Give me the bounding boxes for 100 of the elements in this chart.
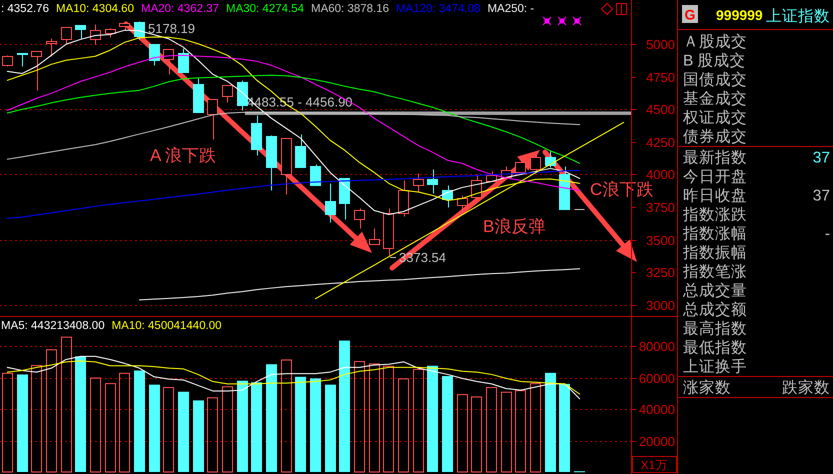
category-label: B 股成交	[683, 52, 746, 70]
y-tick-label: 5000	[646, 37, 675, 52]
bar	[149, 384, 160, 472]
candlestick	[559, 166, 570, 210]
bar	[413, 368, 424, 472]
annotation: A 浪下跌	[150, 146, 216, 165]
candlestick	[354, 208, 365, 229]
text: MA60: 3878.16	[311, 3, 390, 15]
candlestick	[90, 24, 101, 45]
candlestick	[2, 55, 13, 67]
y-tick-label: 3500	[646, 233, 675, 248]
candlestick	[545, 150, 556, 168]
bar	[90, 378, 101, 472]
candlestick	[325, 183, 336, 223]
candlestick	[339, 178, 350, 220]
bar	[427, 366, 438, 472]
bar	[134, 370, 145, 472]
bar	[2, 372, 13, 472]
candlestick	[266, 135, 277, 191]
annotation: 5178.19	[148, 21, 195, 36]
annotation: B浪反弹	[483, 217, 546, 236]
candlestick	[398, 180, 409, 217]
text: 37	[812, 188, 830, 204]
y-tick-label: 4750	[646, 70, 675, 85]
bar	[251, 382, 262, 472]
candlestick	[515, 160, 526, 175]
y-tick-label: 4500	[646, 102, 675, 117]
text: : 4352.76	[1, 3, 49, 15]
candlestick	[207, 99, 218, 140]
candlestick	[237, 80, 248, 111]
candlestick	[193, 78, 204, 113]
bar	[442, 376, 453, 472]
bar	[75, 356, 86, 472]
y-tick-label: 4250	[646, 135, 675, 150]
bar	[105, 383, 116, 472]
y-tick-label: 3250	[646, 265, 675, 280]
bar	[457, 394, 468, 472]
text: -	[824, 226, 830, 242]
text: MA20: 4362.37	[140, 3, 219, 15]
category-label: 涨家数	[683, 378, 731, 396]
y-tick-label: 20000	[638, 434, 675, 449]
bar	[530, 383, 541, 472]
category-label: 指数涨幅	[682, 224, 747, 242]
category-label: 债券成交	[683, 128, 747, 146]
text: 上证指数	[766, 7, 830, 25]
y-tick-label: 80000	[638, 339, 675, 354]
bar	[281, 359, 292, 472]
bar	[515, 390, 526, 472]
category-label: 指数涨跌	[682, 206, 747, 224]
bar	[17, 374, 28, 472]
candlestick	[17, 53, 28, 67]
candlestick	[149, 44, 160, 66]
category-label: 最低指数	[683, 338, 747, 356]
bar	[354, 361, 365, 472]
bar	[222, 386, 233, 472]
bar	[193, 400, 204, 472]
candlestick	[281, 138, 292, 195]
bar	[398, 378, 409, 472]
category-label: 总成交量	[682, 282, 747, 300]
category-label: 昨日收盘	[683, 188, 747, 204]
candlestick	[413, 173, 424, 193]
candlestick	[310, 164, 321, 186]
bar	[295, 376, 306, 472]
bar	[310, 378, 321, 472]
bar	[119, 372, 130, 472]
candlestick	[75, 25, 86, 40]
text: MA30: 4274.54	[226, 3, 305, 15]
bar	[501, 392, 512, 472]
bar	[178, 392, 189, 472]
text: MA250: -	[487, 3, 534, 15]
text: MA10: 450041440.00	[112, 320, 222, 332]
y-tick-label: 3000	[646, 298, 675, 313]
candlestick	[163, 49, 174, 75]
bar	[266, 364, 277, 472]
line-series	[6, 54, 580, 191]
bar	[471, 396, 482, 472]
y-tick-label: 3750	[646, 200, 675, 215]
bar	[46, 349, 57, 472]
candlestick	[295, 134, 306, 168]
bar	[325, 384, 336, 472]
line-series	[138, 268, 580, 300]
category-label: Ａ股成交	[683, 32, 747, 50]
candlestick	[222, 85, 233, 103]
bar	[237, 380, 248, 472]
candlestick	[427, 169, 438, 194]
category-label: 上证换手	[683, 358, 747, 376]
bar	[559, 384, 570, 472]
candlestick	[61, 27, 72, 45]
candlestick	[457, 195, 468, 214]
bar	[486, 387, 497, 472]
category-label: 权证成交	[682, 108, 747, 126]
candlestick	[134, 21, 145, 40]
text: 37	[812, 150, 830, 166]
category-label: 指数笔涨	[682, 262, 747, 280]
category-label: 今日开盘	[683, 168, 747, 186]
line-series	[6, 170, 580, 219]
bar	[383, 366, 394, 472]
bar	[207, 397, 218, 472]
text: 跌家数	[782, 380, 830, 396]
y-axis-title: X1万	[640, 458, 668, 472]
